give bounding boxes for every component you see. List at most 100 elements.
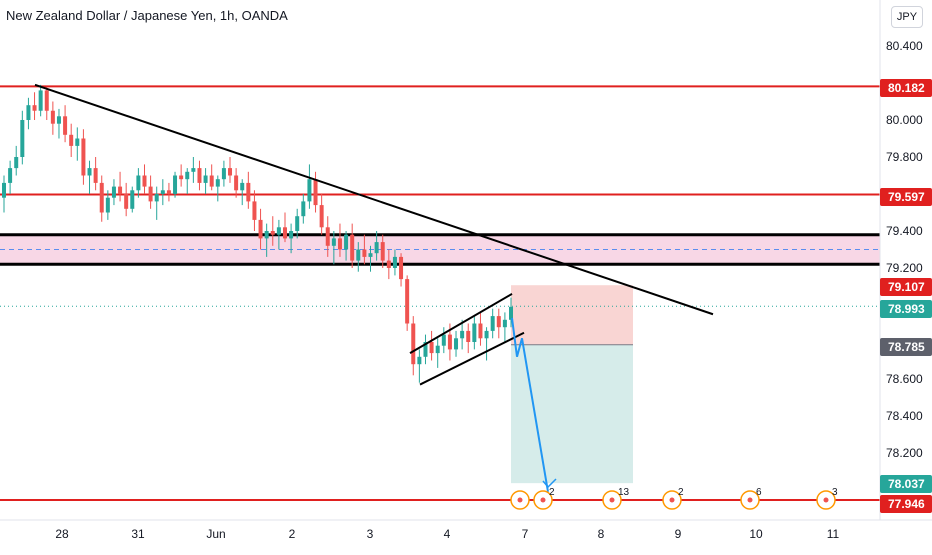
candle [240, 179, 245, 206]
event-count-label: 13 [618, 487, 630, 498]
event-count-label: 2 [549, 487, 555, 498]
y-tick-label: 78.200 [886, 446, 923, 460]
candle-body [405, 279, 410, 324]
event-marker: 3 [816, 487, 838, 510]
y-tick-label: 79.800 [886, 150, 923, 164]
candle-body [203, 175, 208, 183]
event-dot [669, 497, 675, 503]
x-tick-label: Jun [206, 527, 225, 541]
candle-body [496, 316, 501, 328]
candle [350, 223, 355, 268]
candle [142, 164, 147, 194]
candle [118, 171, 123, 202]
candle [124, 182, 129, 217]
price-label-text: 80.182 [888, 81, 925, 95]
candle-body [313, 179, 318, 206]
candle [460, 319, 465, 350]
candle [179, 164, 184, 187]
x-tick-label: 9 [675, 527, 682, 541]
candle-body [460, 330, 465, 339]
chart-title: New Zealand Dollar / Japanese Yen, 1h, O… [6, 8, 288, 23]
candle-body [63, 116, 68, 135]
candle-body [173, 175, 178, 194]
candle [63, 105, 68, 143]
candle [362, 234, 367, 265]
candle [50, 101, 55, 135]
y-tick-label: 78.400 [886, 409, 923, 423]
price-label-bg [880, 79, 932, 97]
candle [405, 275, 410, 331]
candle [282, 212, 287, 243]
candle-body [160, 190, 165, 194]
price-label-level: 79.597 [880, 188, 932, 206]
candle-body [356, 249, 361, 261]
candle-body [466, 330, 471, 342]
price-label-bg [880, 338, 932, 356]
candle [8, 160, 13, 194]
y-tick-label: 78.600 [886, 372, 923, 386]
event-marker [510, 490, 530, 510]
candle-body [26, 105, 31, 120]
x-tick-label: 2 [289, 527, 296, 541]
projection-arrow [511, 317, 549, 493]
y-tick-label: 80.000 [886, 113, 923, 127]
y-tick-label: 79.200 [886, 261, 923, 275]
candle [386, 249, 391, 280]
price-label-current: 78.993 [880, 300, 932, 318]
currency-button[interactable]: JPY [891, 6, 923, 28]
candle-body [282, 227, 287, 239]
candle-body [325, 227, 330, 246]
candle [173, 171, 178, 198]
candle [105, 190, 110, 220]
candle [441, 327, 446, 354]
price-label-level: 77.946 [880, 495, 932, 513]
candle-body [87, 168, 92, 176]
candle-body [2, 182, 6, 198]
candle-body [111, 186, 116, 198]
candle-body [472, 323, 477, 342]
candle-body [130, 190, 135, 209]
candle [435, 338, 440, 368]
event-count-label: 6 [756, 487, 762, 498]
price-label-text: 78.037 [888, 477, 925, 491]
candle [93, 157, 98, 191]
candle [490, 308, 495, 339]
price-label-target: 78.037 [880, 475, 932, 493]
candle [32, 92, 37, 120]
candle [276, 219, 281, 250]
event-count-label: 2 [678, 487, 684, 498]
y-tick-label: 80.400 [886, 39, 923, 53]
price-label-text: 77.946 [888, 497, 925, 511]
candle-body [166, 190, 171, 194]
candle [209, 164, 214, 191]
levels-layer [0, 85, 880, 501]
candle-body [478, 323, 483, 339]
price-label-bg [880, 188, 932, 206]
x-tick-label: 10 [749, 527, 763, 541]
price-label-bg [880, 475, 932, 493]
candle-body [154, 194, 159, 202]
candle [44, 86, 49, 120]
candle [509, 297, 513, 328]
candle [478, 312, 483, 346]
candle [301, 194, 306, 224]
candle-body [215, 179, 220, 187]
candle [289, 223, 294, 254]
candle [472, 316, 477, 350]
event-dot [517, 497, 523, 503]
candle [75, 127, 80, 161]
candle-body [350, 234, 355, 261]
candle-body [191, 168, 196, 172]
candle [221, 160, 226, 187]
candle [466, 323, 471, 354]
candle [270, 216, 275, 246]
price-label-text: 79.107 [888, 280, 925, 294]
zones-layer [0, 233, 880, 484]
candle [325, 216, 330, 257]
candle-body [295, 216, 300, 231]
candle-body [148, 186, 153, 202]
candle [496, 308, 501, 339]
candle [307, 164, 312, 209]
